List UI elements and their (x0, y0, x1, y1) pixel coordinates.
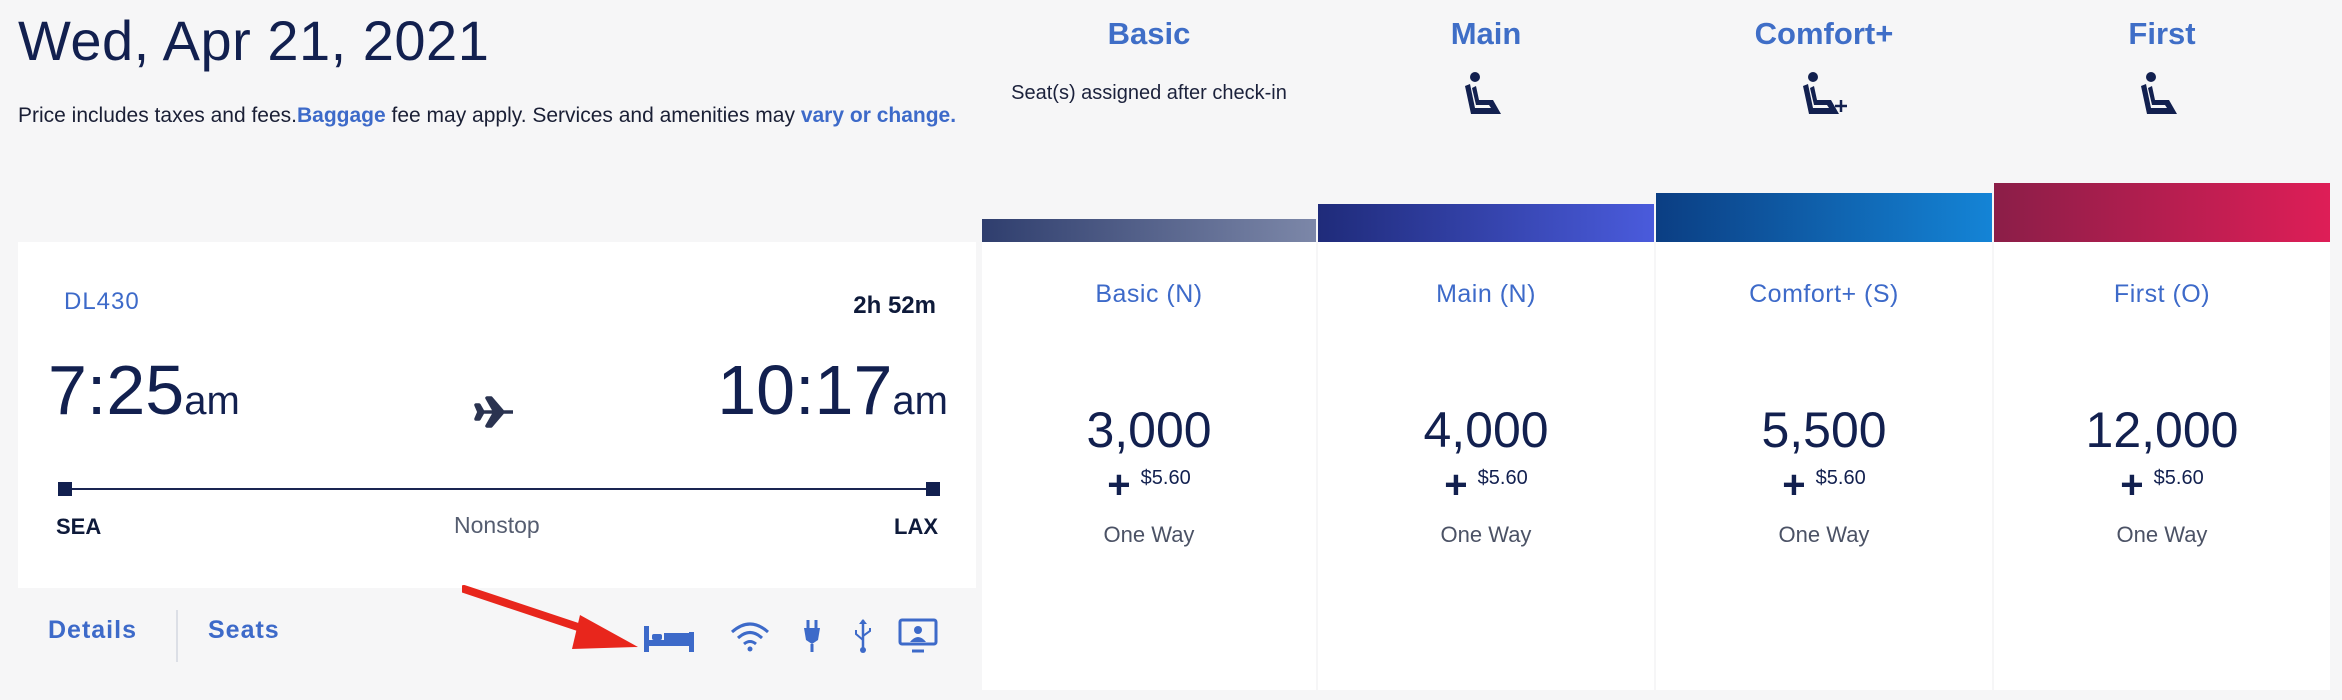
trip-type: One Way (1440, 522, 1532, 547)
destination-airport: LAX (894, 514, 938, 539)
fare-fee: + $5.60 (1656, 463, 1992, 508)
comfort-color-bar (1656, 193, 1992, 242)
price-note-middle: fee may apply. Services and amenities ma… (385, 104, 801, 127)
departure-time-value: 7:25 (48, 351, 185, 429)
trip-type: One Way (1778, 522, 1870, 547)
fare-fee: + $5.60 (1318, 463, 1654, 508)
fare-fee-amount: $5.60 (2153, 467, 2204, 489)
column-header-first: First (1994, 0, 2330, 190)
fare-cell-first[interactable]: First (O) 12,000 + $5.60 One Way (1994, 242, 2330, 690)
flight-number[interactable]: DL430 (64, 288, 140, 315)
fare-miles: 5,500 (1761, 402, 1887, 458)
trip-type: One Way (2116, 522, 2208, 547)
fare-miles: 12,000 (2085, 402, 2239, 458)
arrival-ampm: am (892, 379, 948, 423)
page-title: Wed, Apr 21, 2021 (18, 9, 490, 72)
seat-icon (2141, 72, 2177, 114)
departure-time: 7:25am (48, 350, 240, 430)
seat-plus-icon (1803, 72, 1847, 114)
plus-sign: + (2120, 463, 2144, 507)
footer-divider (176, 610, 178, 662)
arrival-time: 10:17am (717, 350, 948, 430)
fare-fee: + $5.60 (982, 463, 1316, 508)
flight-duration: 2h 52m (853, 292, 936, 319)
column-title: First (2128, 16, 2196, 51)
fare-cell-main[interactable]: Main (N) 4,000 + $5.60 One Way (1318, 242, 1654, 690)
price-note-text: Price includes taxes and fees. (18, 104, 297, 127)
stops-label: Nonstop (454, 512, 540, 538)
usb-icon[interactable] (852, 618, 874, 654)
fare-label: Comfort+ (S) (1749, 280, 1899, 308)
origin-airport: SEA (56, 514, 102, 539)
fare-fee: + $5.60 (1994, 463, 2330, 508)
vary-change-link[interactable]: vary or change. (800, 104, 957, 127)
fare-label: Basic (N) (1095, 280, 1203, 308)
departure-ampm: am (184, 379, 240, 423)
destination-marker (926, 482, 940, 496)
flight-card-footer: Details Seats (18, 588, 976, 690)
trip-type: One Way (1103, 522, 1195, 547)
fare-fee-amount: $5.60 (1140, 467, 1191, 489)
plus-sign: + (1782, 463, 1806, 507)
route-line (64, 488, 936, 490)
power-plug-icon[interactable] (800, 618, 824, 654)
flight-card: DL430 2h 52m 7:25am 10:17am SEA Nonstop … (18, 242, 976, 690)
column-title: Comfort+ (1754, 16, 1894, 51)
flat-bed-icon[interactable] (642, 618, 696, 654)
plus-sign: + (1444, 463, 1468, 507)
column-header-comfort: Comfort+ (1656, 0, 1992, 190)
origin-marker (58, 482, 72, 496)
wifi-icon[interactable] (728, 618, 772, 654)
fare-label: First (O) (2113, 280, 2211, 308)
fare-fee-amount: $5.60 (1477, 467, 1528, 489)
column-header-main: Main (1318, 0, 1654, 190)
seat-icon (1465, 72, 1501, 114)
column-header-basic: Basic Seat(s) assigned after check-in (982, 0, 1316, 190)
main-color-bar (1318, 204, 1654, 242)
basic-color-bar (982, 219, 1316, 242)
fare-miles: 3,000 (1086, 402, 1212, 458)
fare-label: Main (N) (1436, 280, 1536, 308)
fare-cell-basic[interactable]: Basic (N) 3,000 + $5.60 One Way (982, 242, 1316, 690)
personal-screen-icon[interactable] (898, 618, 938, 654)
fare-fee-amount: $5.60 (1815, 467, 1866, 489)
price-note: Price includes taxes and fees.Baggage fe… (18, 102, 958, 130)
red-arrow-annotation (462, 585, 638, 649)
column-title: Basic (1107, 16, 1191, 51)
fare-miles: 4,000 (1423, 402, 1549, 458)
column-title: Main (1450, 16, 1522, 51)
airplane-icon (474, 396, 513, 428)
column-subtitle: Seat(s) assigned after check-in (1011, 82, 1287, 104)
baggage-link[interactable]: Baggage (297, 104, 386, 127)
first-color-bar (1994, 183, 2330, 242)
details-link[interactable]: Details (48, 616, 137, 644)
fare-cell-comfort[interactable]: Comfort+ (S) 5,500 + $5.60 One Way (1656, 242, 1992, 690)
seats-link[interactable]: Seats (208, 616, 280, 644)
plus-sign: + (1107, 463, 1131, 507)
arrival-time-value: 10:17 (717, 351, 893, 429)
